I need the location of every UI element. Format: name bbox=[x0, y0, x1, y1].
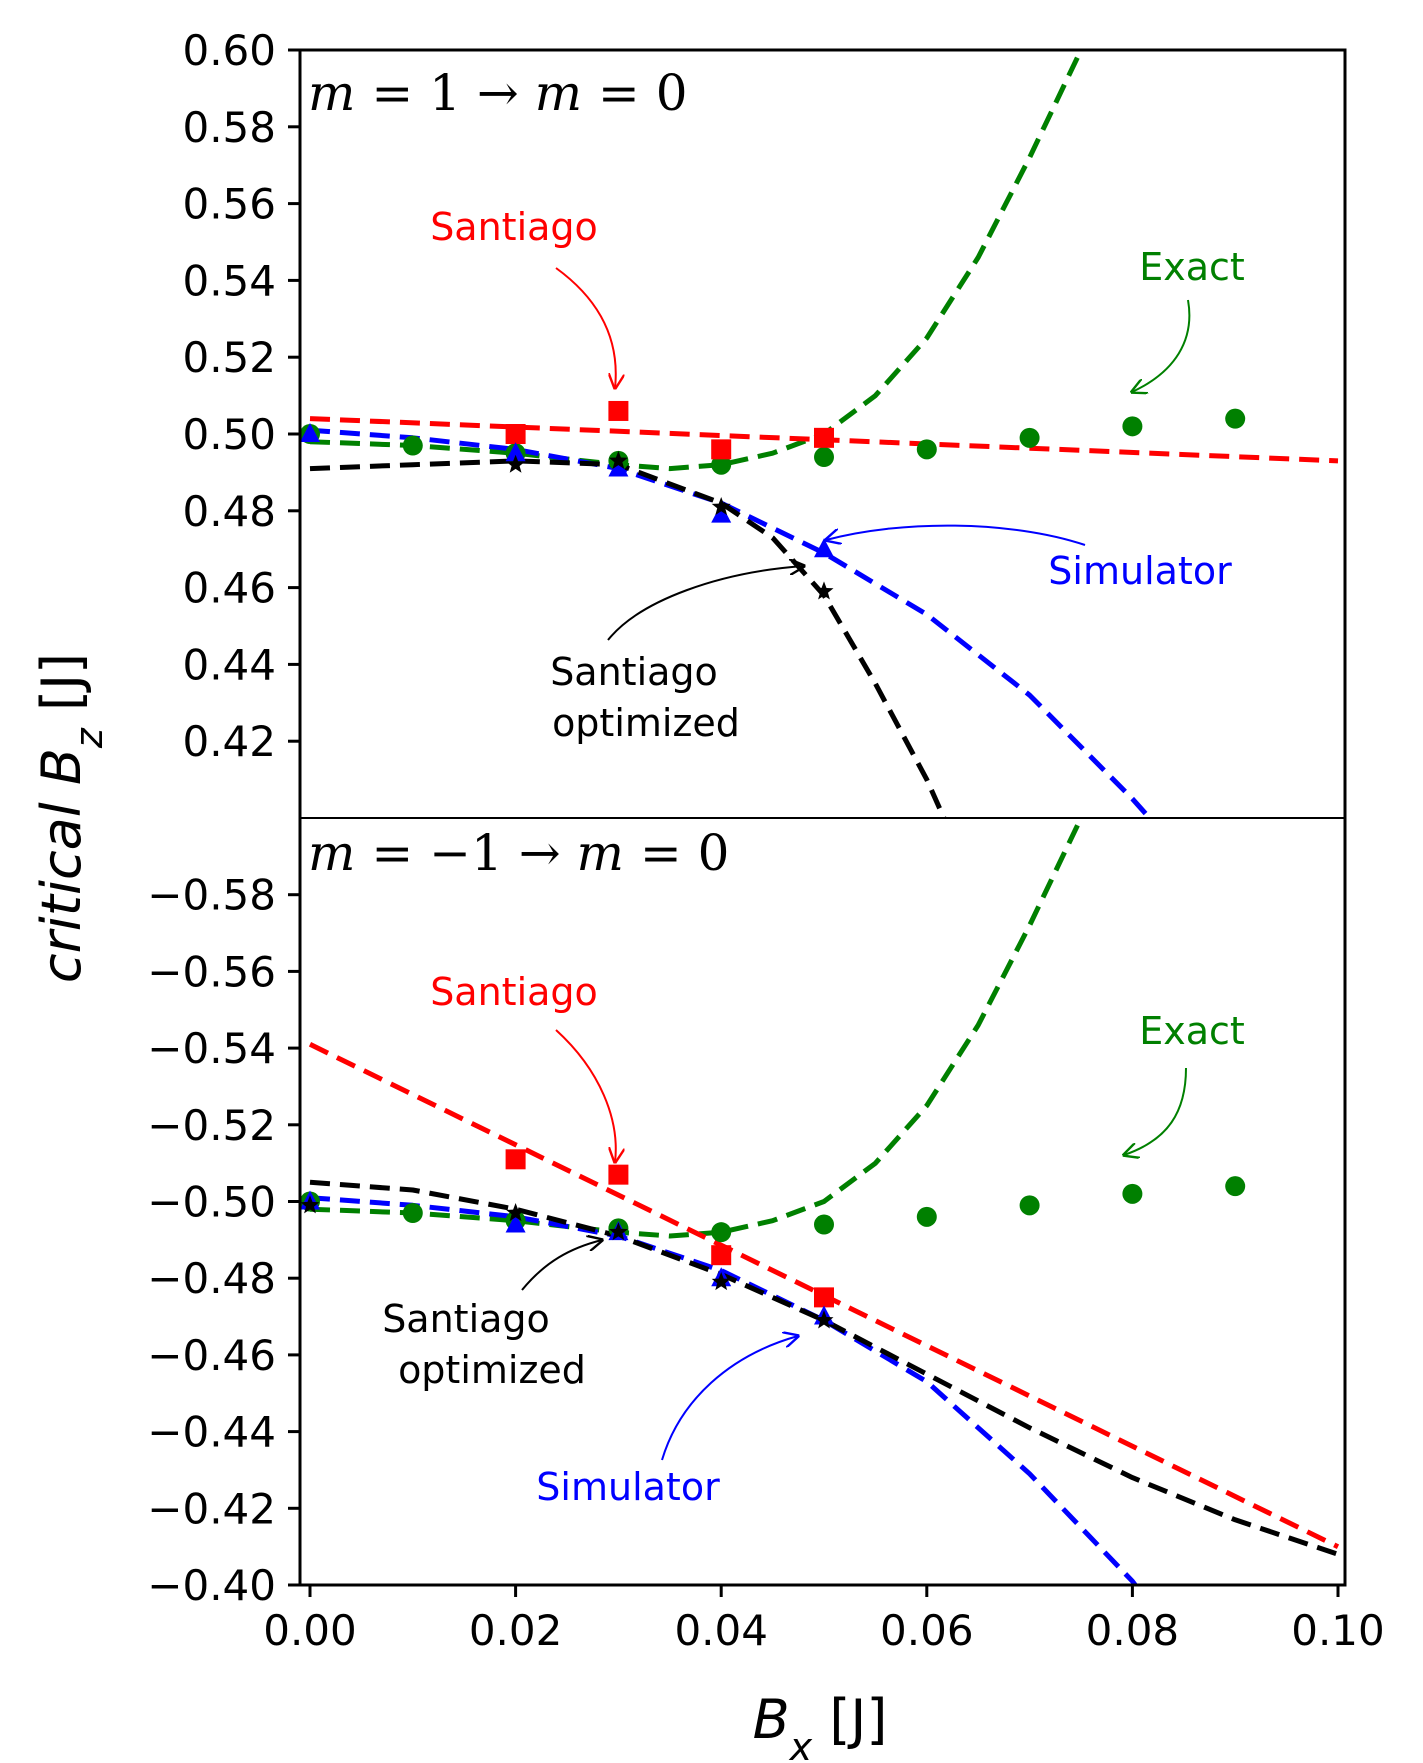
x-tick-label: 0.04 bbox=[674, 1606, 768, 1655]
bottom-santiago-point bbox=[505, 1149, 526, 1170]
bottom-annotation-santiago-optimized-line1: Santiago bbox=[382, 1297, 550, 1341]
top-santiago-optimized-fit-line bbox=[309, 458, 947, 818]
top-exact-point bbox=[1019, 427, 1040, 448]
top-annotation-santiago-optimized-line2: optimized bbox=[552, 701, 740, 745]
bottom-santiago-optimized-point bbox=[711, 1272, 731, 1291]
bottom-santiago-point bbox=[814, 1287, 834, 1308]
top-panel-title: m = 1 → m = 0 bbox=[308, 64, 688, 122]
bottom-exact-fit-line bbox=[309, 818, 1084, 1239]
top-exact-point bbox=[916, 439, 937, 460]
top-arrow-santiago bbox=[555, 267, 616, 388]
bottom-y-tick-label: −0.48 bbox=[147, 1254, 276, 1303]
top-panel: 0.42 0.44 0.46 0.48 0.50 0.52 0.54 0.56 0.58 0.60… bbox=[182, 26, 1339, 818]
top-arrow-santiago-optimized bbox=[607, 566, 804, 641]
top-y-tick-label: 0.46 bbox=[182, 564, 276, 613]
top-y-ticks: 0.42 0.44 0.46 0.48 0.50 0.52 0.54 0.56 0.58 0.60 bbox=[182, 26, 300, 766]
top-y-tick-label: 0.50 bbox=[182, 410, 276, 459]
top-simulator-point bbox=[300, 423, 320, 442]
x-tick-label: 0.02 bbox=[469, 1606, 563, 1655]
top-exact-point bbox=[711, 454, 732, 475]
top-simulator-point bbox=[814, 538, 834, 558]
top-annotation-santiago: Santiago bbox=[430, 205, 598, 249]
x-tick-label: 0.06 bbox=[880, 1606, 974, 1655]
bottom-y-tick-label: −0.40 bbox=[147, 1561, 276, 1610]
bottom-santiago-point bbox=[711, 1245, 732, 1266]
bottom-santiago-point bbox=[608, 1164, 629, 1185]
bottom-arrow-simulator bbox=[661, 1336, 798, 1461]
bottom-santiago-optimized-point bbox=[300, 1195, 320, 1214]
top-santiago-point bbox=[711, 439, 732, 460]
bottom-exact-point bbox=[1225, 1176, 1246, 1197]
top-santiago-point bbox=[505, 424, 526, 444]
bottom-y-tick-label: −0.44 bbox=[147, 1408, 276, 1457]
bottom-data-points bbox=[300, 1149, 1246, 1329]
top-annotation-exact: Exact bbox=[1139, 245, 1245, 289]
top-santiago-optimized-point bbox=[711, 497, 731, 516]
bottom-panel-title: m = −1 → m = 0 bbox=[308, 824, 729, 882]
top-y-tick-label: 0.58 bbox=[182, 103, 276, 152]
bottom-exact-point bbox=[402, 1203, 423, 1224]
bottom-y-tick-label: −0.54 bbox=[147, 1024, 276, 1073]
bottom-santiago-optimized-fit-line bbox=[309, 1179, 1339, 1557]
top-annotation-santiago-optimized-line1: Santiago bbox=[550, 650, 718, 694]
x-tick-label: 0.08 bbox=[1086, 1606, 1180, 1655]
top-y-tick-label: 0.54 bbox=[182, 256, 276, 305]
top-simulator-point bbox=[608, 457, 629, 477]
bottom-y-tick-label: −0.52 bbox=[147, 1101, 276, 1150]
bottom-y-tick-label: −0.46 bbox=[147, 1331, 276, 1380]
top-exact-point bbox=[814, 447, 834, 468]
top-arrow-exact bbox=[1132, 299, 1191, 392]
bottom-y-tick-label: −0.50 bbox=[147, 1178, 276, 1227]
top-arrow-simulator bbox=[826, 524, 1086, 546]
top-y-tick-label: 0.44 bbox=[182, 640, 276, 689]
top-simulator-fit-line bbox=[309, 427, 1153, 818]
bottom-simulator-point bbox=[505, 1213, 526, 1233]
top-simulator-point bbox=[505, 442, 526, 462]
top-santiago-optimized-point bbox=[814, 581, 834, 600]
top-exact-point bbox=[402, 435, 423, 456]
bottom-santiago-optimized-point bbox=[814, 1310, 834, 1329]
x-axis-label: Bx [J] bbox=[753, 1688, 888, 1763]
bottom-annotation-santiago: Santiago bbox=[430, 970, 598, 1014]
x-tick-label: 0.10 bbox=[1291, 1606, 1385, 1655]
top-data-points bbox=[300, 400, 1246, 600]
bottom-exact-point bbox=[916, 1206, 937, 1227]
bottom-y-tick-label: −0.42 bbox=[147, 1484, 276, 1533]
bottom-santiago-optimized-point bbox=[608, 1222, 628, 1241]
bottom-exact-point bbox=[1019, 1195, 1040, 1216]
bottom-santiago-optimized-point bbox=[506, 1203, 526, 1222]
top-exact-point bbox=[1122, 416, 1143, 437]
bottom-y-tick-label: −0.58 bbox=[147, 871, 276, 920]
top-simulator-point bbox=[711, 503, 732, 523]
bottom-arrow-santiago-optimized bbox=[521, 1240, 602, 1291]
bottom-simulator-fit-line bbox=[309, 1195, 1139, 1585]
bottom-annotation-santiago-optimized-line2: optimized bbox=[398, 1348, 586, 1392]
top-y-tick-label: 0.56 bbox=[182, 180, 276, 229]
top-santiago-point bbox=[814, 427, 834, 448]
x-ticks: 0.00 0.02 0.04 0.06 0.08 0.10 bbox=[263, 1585, 1385, 1655]
top-santiago-point bbox=[608, 400, 629, 421]
bottom-exact-point bbox=[814, 1214, 834, 1235]
top-y-tick-label: 0.42 bbox=[182, 717, 276, 766]
bottom-arrow-santiago bbox=[555, 1029, 616, 1162]
bottom-y-tick-label: −0.56 bbox=[147, 947, 276, 996]
top-annotation-simulator: Simulator bbox=[1048, 549, 1232, 593]
bottom-annotation-simulator: Simulator bbox=[536, 1465, 720, 1509]
x-tick-label: 0.00 bbox=[263, 1606, 357, 1655]
top-exact-point bbox=[1225, 408, 1246, 429]
bottom-arrow-exact bbox=[1124, 1067, 1187, 1155]
top-y-tick-label: 0.48 bbox=[182, 487, 276, 536]
bottom-exact-point bbox=[711, 1222, 732, 1243]
bottom-y-ticks: −0.40 −0.42 −0.44 −0.46 −0.48 −0.50 −0.52 −0.54… bbox=[147, 871, 300, 1610]
y-axis-label: critical Bz [J] bbox=[30, 653, 111, 983]
bottom-annotation-exact: Exact bbox=[1139, 1009, 1245, 1053]
top-santiago-optimized-point bbox=[608, 450, 628, 469]
top-santiago-optimized-point bbox=[506, 454, 526, 473]
bottom-exact-point bbox=[1122, 1183, 1143, 1204]
top-y-tick-label: 0.60 bbox=[182, 26, 276, 75]
bottom-panel: −0.40 −0.42 −0.44 −0.46 −0.48 −0.50 −0.52 −0.54… bbox=[147, 818, 1340, 1610]
top-y-tick-label: 0.52 bbox=[182, 333, 276, 382]
